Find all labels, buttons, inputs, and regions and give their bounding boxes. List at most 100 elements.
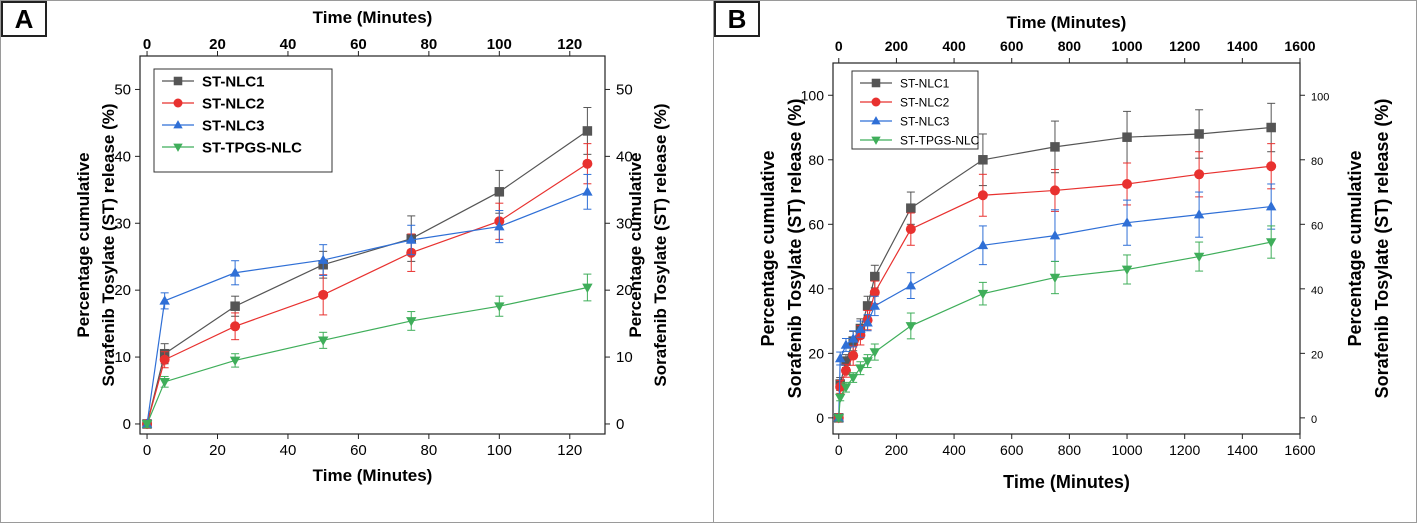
data-point [869, 348, 881, 358]
y-right-tick-label: 20 [1311, 349, 1323, 361]
panel-b-label: B [714, 1, 760, 37]
legend-marker [871, 136, 881, 145]
y-tick-label: 20 [808, 345, 824, 361]
chart-b: 0020020040040060060080080010001000120012… [758, 13, 1392, 492]
y-tick-label: 60 [808, 216, 824, 232]
x-top-tick-label: 40 [280, 36, 297, 53]
data-point [905, 280, 917, 290]
y-tick-label: 10 [114, 349, 131, 366]
data-point [869, 300, 881, 310]
data-point [862, 317, 873, 327]
data-point [1050, 142, 1060, 152]
data-point [1265, 238, 1277, 248]
data-point [582, 283, 593, 293]
legend-label-st-nlc3: ST-NLC3 [900, 114, 950, 128]
legend-box [153, 68, 333, 173]
data-point [1049, 273, 1061, 283]
y-right-axis-title-line1: Percentage cumulative [1345, 150, 1365, 346]
data-point [977, 289, 989, 300]
data-point [582, 126, 593, 136]
data-point [847, 333, 859, 343]
data-point [870, 271, 880, 282]
y-right-tick-label: 50 [616, 81, 633, 98]
y-tick-label: 40 [114, 148, 131, 165]
data-point [847, 373, 859, 384]
data-point [833, 414, 844, 424]
data-point [494, 187, 505, 197]
x-top-tick-label: 400 [942, 38, 966, 54]
data-point [230, 321, 241, 332]
data-point [840, 383, 852, 393]
x-tick-label: 60 [350, 442, 367, 459]
x-top-tick-label: 120 [557, 36, 582, 53]
y-axis-title-line2: Sorafenib Tosylate (ST) release (%) [99, 103, 118, 386]
legend-marker [871, 78, 881, 88]
plot-frame [139, 55, 606, 435]
y-right-tick-label: 40 [1311, 285, 1323, 297]
x-tick-label: 1400 [1227, 442, 1258, 458]
y-tick-label: 0 [123, 416, 131, 433]
data-point [862, 301, 873, 311]
legend-label-st-tpgs-nlc: ST-TPGS-NLC [900, 133, 980, 147]
plot-frame [832, 62, 1301, 435]
data-point [1122, 132, 1132, 142]
x-axis-title: Time (Minutes) [1003, 472, 1130, 492]
data-point [1049, 185, 1060, 196]
x-top-tick-label: 60 [350, 36, 367, 53]
x-top-tick-label: 80 [421, 36, 438, 53]
y-axis-title-line2: Sorafenib Tosylate (ST) release (%) [785, 99, 805, 399]
y-right-tick-label: 40 [616, 148, 633, 165]
y-tick-label: 0 [816, 410, 824, 426]
series-st-tpgs-nlc [141, 273, 593, 430]
x-top-tick-label: 20 [209, 36, 226, 53]
x-tick-label: 400 [942, 442, 966, 458]
data-point [905, 322, 917, 332]
data-point [834, 393, 846, 404]
y-axis-title-line1: Percentage cumulative [74, 152, 93, 337]
data-point [869, 287, 880, 298]
data-point [1265, 201, 1277, 211]
data-point [494, 302, 505, 312]
data-point [317, 254, 329, 264]
x-axis-title: Time (Minutes) [313, 466, 433, 485]
y-right-axis-title-line2: Sorafenib Tosylate (ST) release (%) [1372, 99, 1392, 399]
x-top-tick-label: 600 [1000, 38, 1024, 54]
data-point [406, 317, 417, 327]
series-st-nlc3 [833, 183, 1277, 422]
data-point [582, 186, 593, 196]
y-axis-title-line1: Percentage cumulative [758, 150, 778, 346]
data-point [905, 224, 916, 235]
data-point [317, 336, 329, 346]
legend-marker [871, 97, 881, 107]
legend-label-st-nlc2: ST-NLC2 [202, 95, 265, 112]
y-right-axis-title-line1: Percentage cumulative [626, 152, 645, 337]
y-right-tick-label: 10 [616, 349, 633, 366]
y-right-tick-label: 60 [1311, 220, 1323, 232]
data-point [230, 301, 240, 311]
series-st-nlc3 [141, 173, 593, 428]
legend-label-st-nlc3: ST-NLC3 [202, 117, 265, 134]
legend-marker [173, 76, 183, 86]
panel-a: A 0 0 20 20 40 40 60 60 80 80 100 100 120 120 0 0 10 10 20… [0, 0, 714, 523]
data-point [840, 365, 851, 376]
x-tick-label: 100 [487, 442, 512, 459]
legend-marker [173, 143, 183, 152]
data-point [1122, 178, 1133, 189]
series-line [146, 191, 588, 425]
x-tick-label: 1600 [1284, 442, 1315, 458]
data-point [1121, 217, 1133, 227]
data-point [841, 356, 851, 366]
y-right-tick-label: 20 [616, 282, 633, 299]
y-right-tick-label: 0 [1311, 414, 1317, 426]
series-st-nlc2 [142, 143, 593, 429]
x-tick-label: 20 [209, 442, 226, 459]
legend-marker [871, 116, 881, 125]
data-point [159, 354, 170, 365]
y-right-axis-title-line2: Sorafenib Tosylate (ST) release (%) [651, 103, 670, 386]
data-point [855, 364, 866, 374]
y-tick-label: 30 [114, 215, 131, 232]
x-top-tick-label: 1400 [1227, 38, 1258, 54]
data-point [834, 353, 846, 363]
y-tick-label: 100 [801, 87, 825, 103]
